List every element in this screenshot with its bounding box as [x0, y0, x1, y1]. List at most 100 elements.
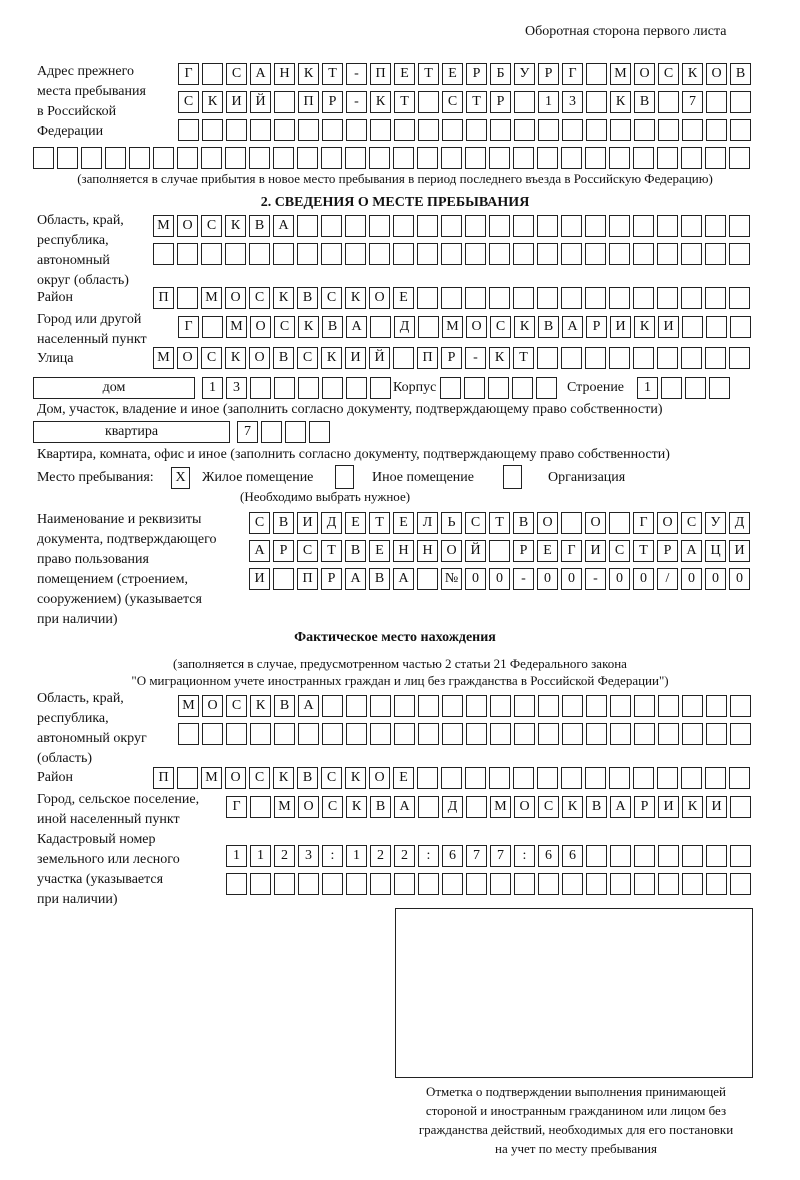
char-cell[interactable]: Т: [489, 512, 510, 534]
char-cell[interactable]: [513, 767, 534, 789]
char-cell[interactable]: [538, 723, 559, 745]
char-cell[interactable]: [369, 215, 390, 237]
char-cell[interactable]: А: [681, 540, 702, 562]
char-cell[interactable]: [657, 215, 678, 237]
char-cell[interactable]: [658, 119, 679, 141]
char-cell[interactable]: [609, 347, 630, 369]
char-cell[interactable]: [370, 119, 391, 141]
char-cell[interactable]: [297, 215, 318, 237]
char-cell[interactable]: М: [610, 63, 631, 85]
char-cell[interactable]: [681, 215, 702, 237]
char-cell[interactable]: [465, 243, 486, 265]
char-cell[interactable]: [514, 873, 535, 895]
char-cell[interactable]: К: [345, 767, 366, 789]
char-cell[interactable]: О: [225, 767, 246, 789]
char-cell[interactable]: [609, 215, 630, 237]
char-cell[interactable]: [418, 91, 439, 113]
char-cell[interactable]: [657, 243, 678, 265]
char-cell[interactable]: [297, 243, 318, 265]
char-cell[interactable]: [633, 215, 654, 237]
char-cell[interactable]: [658, 873, 679, 895]
char-cell[interactable]: [681, 147, 702, 169]
char-cell[interactable]: А: [250, 63, 271, 85]
char-cell[interactable]: В: [513, 512, 534, 534]
char-cell[interactable]: М: [226, 316, 247, 338]
char-cell[interactable]: [369, 147, 390, 169]
char-cell[interactable]: [585, 243, 606, 265]
char-cell[interactable]: [178, 723, 199, 745]
char-cell[interactable]: [418, 695, 439, 717]
char-cell[interactable]: [682, 723, 703, 745]
char-cell[interactable]: С: [681, 512, 702, 534]
char-cell[interactable]: Г: [633, 512, 654, 534]
char-cell[interactable]: С: [465, 512, 486, 534]
char-cell[interactable]: [538, 695, 559, 717]
char-cell[interactable]: [81, 147, 102, 169]
char-cell[interactable]: [202, 316, 223, 338]
char-cell[interactable]: Е: [345, 512, 366, 534]
char-cell[interactable]: [536, 377, 557, 399]
char-cell[interactable]: [610, 119, 631, 141]
char-cell[interactable]: [586, 845, 607, 867]
char-cell[interactable]: [609, 147, 630, 169]
char-cell[interactable]: Т: [513, 347, 534, 369]
char-cell[interactable]: И: [345, 347, 366, 369]
char-cell[interactable]: [512, 377, 533, 399]
char-cell[interactable]: 1: [250, 845, 271, 867]
char-cell[interactable]: [609, 512, 630, 534]
char-cell[interactable]: [417, 147, 438, 169]
char-cell[interactable]: [202, 119, 223, 141]
char-cell[interactable]: [562, 723, 583, 745]
char-cell[interactable]: [298, 873, 319, 895]
char-cell[interactable]: Р: [441, 347, 462, 369]
char-cell[interactable]: [586, 695, 607, 717]
char-cell[interactable]: [634, 723, 655, 745]
char-cell[interactable]: [730, 873, 751, 895]
char-cell[interactable]: [298, 119, 319, 141]
char-cell[interactable]: [57, 147, 78, 169]
char-cell[interactable]: [730, 796, 751, 818]
char-cell[interactable]: О: [225, 287, 246, 309]
char-cell[interactable]: П: [153, 767, 174, 789]
char-cell[interactable]: Е: [537, 540, 558, 562]
char-cell[interactable]: [585, 215, 606, 237]
char-cell[interactable]: [346, 119, 367, 141]
char-cell[interactable]: :: [514, 845, 535, 867]
char-cell[interactable]: У: [705, 512, 726, 534]
char-cell[interactable]: К: [250, 695, 271, 717]
char-cell[interactable]: С: [274, 316, 295, 338]
char-cell[interactable]: [610, 873, 631, 895]
char-cell[interactable]: [177, 287, 198, 309]
char-cell[interactable]: [514, 119, 535, 141]
char-cell[interactable]: [489, 243, 510, 265]
char-cell[interactable]: А: [610, 796, 631, 818]
char-cell[interactable]: [658, 845, 679, 867]
char-cell[interactable]: [250, 119, 271, 141]
char-cell[interactable]: [729, 767, 750, 789]
char-cell[interactable]: [657, 287, 678, 309]
char-cell[interactable]: [682, 119, 703, 141]
char-cell[interactable]: 6: [442, 845, 463, 867]
char-cell[interactable]: Р: [634, 796, 655, 818]
char-cell[interactable]: [285, 421, 306, 443]
char-cell[interactable]: А: [562, 316, 583, 338]
char-cell[interactable]: П: [153, 287, 174, 309]
char-cell[interactable]: [538, 119, 559, 141]
char-cell[interactable]: [465, 215, 486, 237]
char-cell[interactable]: [609, 767, 630, 789]
char-cell[interactable]: Т: [633, 540, 654, 562]
char-cell[interactable]: [489, 540, 510, 562]
char-cell[interactable]: [393, 147, 414, 169]
char-cell[interactable]: [322, 119, 343, 141]
char-cell[interactable]: :: [418, 845, 439, 867]
char-cell[interactable]: [729, 287, 750, 309]
char-cell[interactable]: В: [297, 287, 318, 309]
char-cell[interactable]: [418, 723, 439, 745]
char-cell[interactable]: Г: [562, 63, 583, 85]
char-cell[interactable]: [706, 119, 727, 141]
char-cell[interactable]: [465, 147, 486, 169]
char-cell[interactable]: [274, 377, 295, 399]
char-cell[interactable]: [417, 568, 438, 590]
char-cell[interactable]: [705, 287, 726, 309]
char-cell[interactable]: Е: [393, 512, 414, 534]
